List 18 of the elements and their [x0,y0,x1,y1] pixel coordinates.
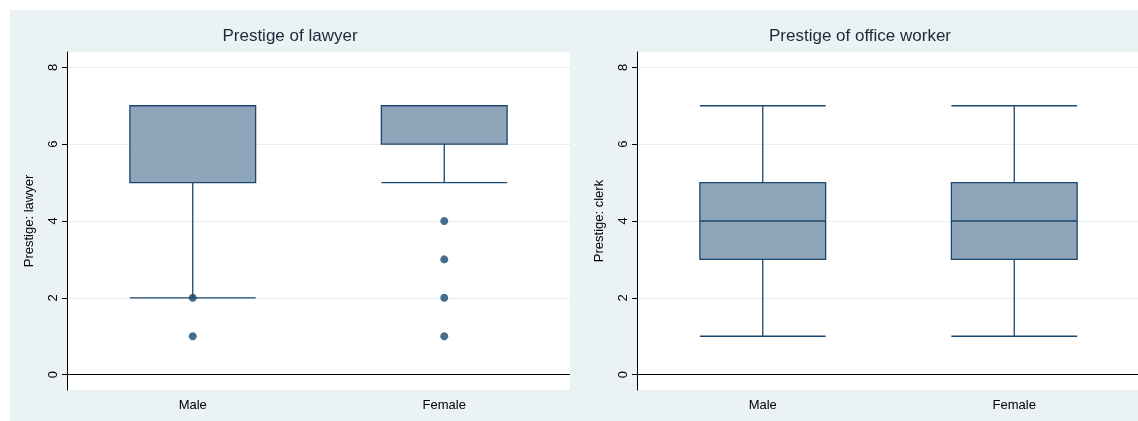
y-tick-label: 4 [45,217,60,225]
y-tick-label: 6 [45,140,60,148]
y-axis-title: Prestige: clerk [591,179,606,263]
y-tick-label: 8 [45,63,60,71]
x-tick-label: Female [422,397,466,412]
x-tick-label: Male [748,397,777,412]
y-tick-label: 8 [615,63,630,71]
x-tick-label: Male [178,397,207,412]
x-tick-label: Female [992,397,1036,412]
y-tick-label: 2 [45,294,60,302]
y-tick-label: 0 [45,371,60,379]
y-tick-label: 0 [615,371,630,379]
y-tick-label: 4 [615,217,630,225]
chart-title: Prestige of office worker [768,26,952,45]
y-tick-label: 6 [615,140,630,148]
y-axis-title: Prestige: lawyer [21,174,36,268]
chart-title: Prestige of lawyer [222,26,358,45]
y-tick-label: 2 [615,294,630,302]
